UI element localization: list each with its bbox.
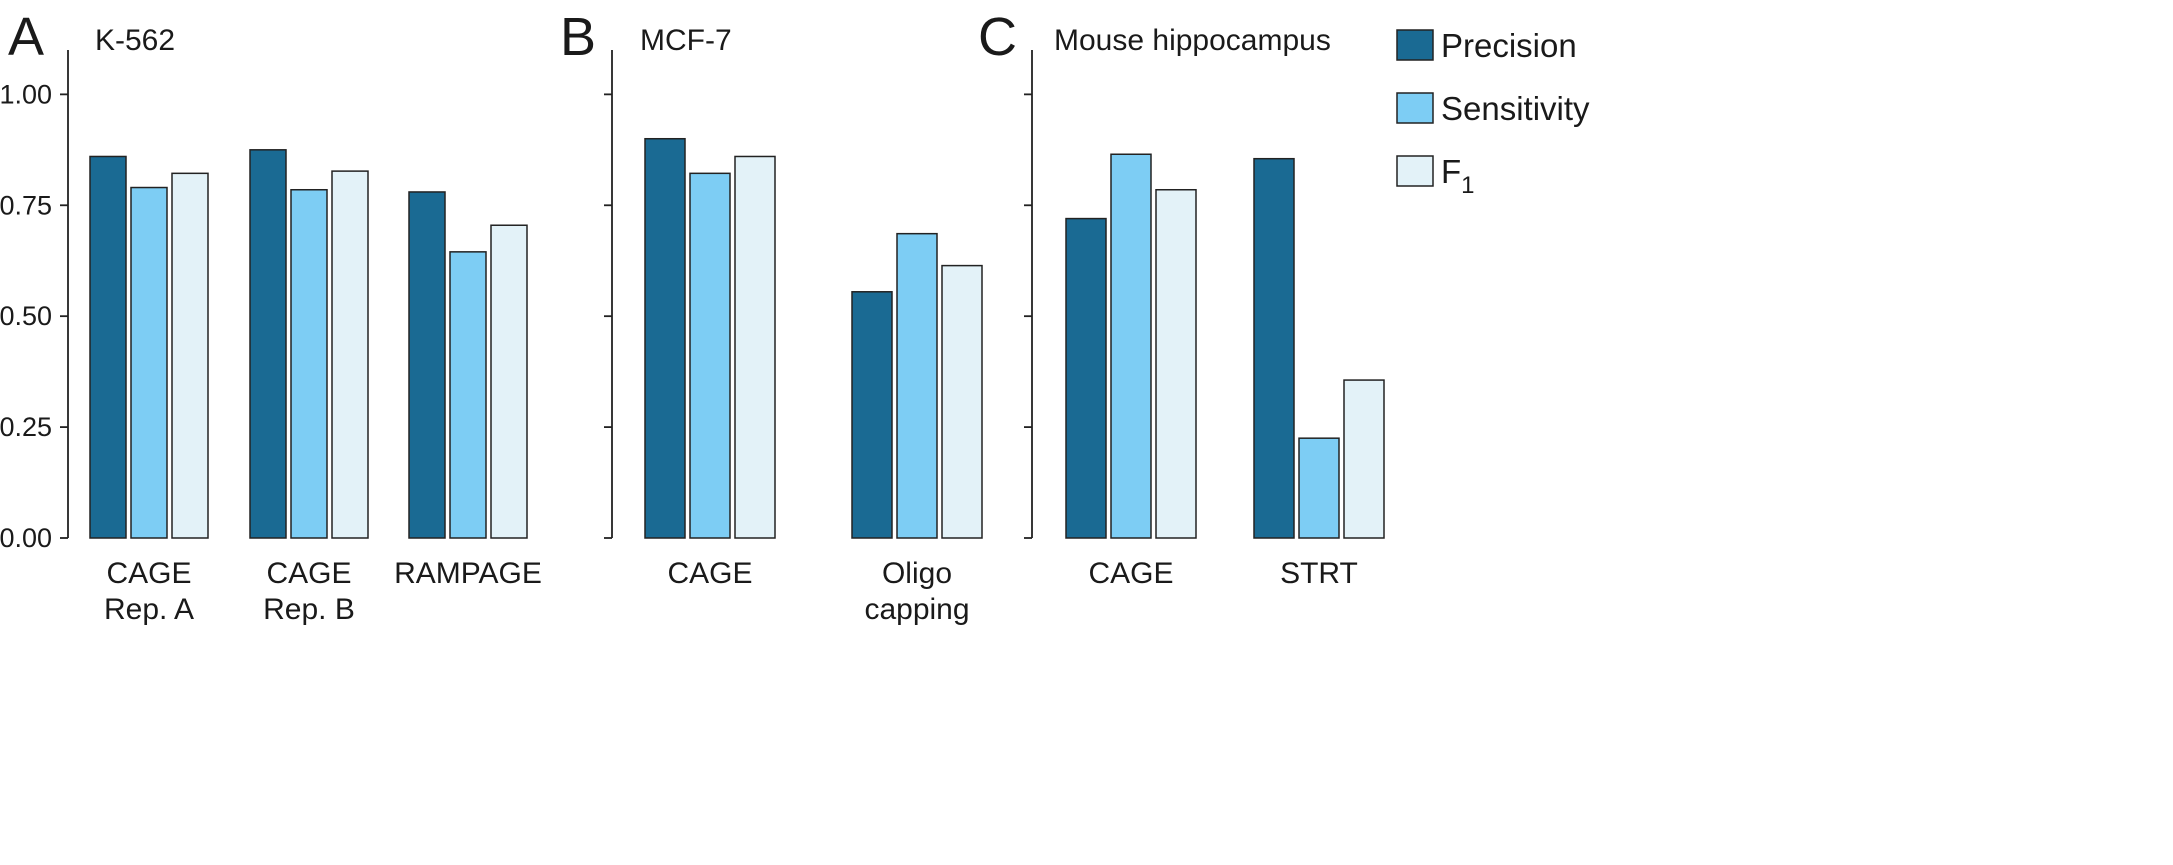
bar-f1-1 (941, 264, 983, 539)
category-label: Oligo (882, 557, 952, 590)
bar-sensitivity-1 (290, 188, 328, 539)
category-label: CAGE (1088, 557, 1173, 590)
panel-title: K-562 (95, 24, 175, 57)
panel-title: Mouse hippocampus (1054, 24, 1331, 57)
bar-sensitivity-0 (1110, 153, 1152, 539)
y-tick-label: 0.75 (0, 190, 52, 220)
bar-precision-1 (851, 291, 893, 539)
bar-precision-0 (1065, 217, 1107, 539)
bar-precision-1 (1253, 157, 1295, 539)
legend-swatch (1396, 29, 1434, 61)
category-label: capping (864, 593, 969, 626)
bar-precision-2 (408, 191, 446, 539)
bar-precision-0 (644, 137, 686, 539)
panel-title: MCF-7 (640, 24, 732, 57)
legend-label: Precision (1441, 27, 1577, 64)
bar-f1-0 (171, 172, 209, 539)
category-label: RAMPAGE (394, 557, 542, 590)
y-tick-label: 0.00 (0, 523, 52, 553)
bar-f1-0 (734, 155, 776, 539)
category-label: CAGE (106, 557, 191, 590)
bar-f1-0 (1155, 188, 1197, 539)
category-label: STRT (1280, 557, 1358, 590)
legend-label: F1 (1441, 153, 1475, 199)
legend-swatch (1396, 92, 1434, 124)
bar-f1-2 (490, 224, 528, 539)
legend-item-sensitivity: Sensitivity (1396, 90, 1590, 127)
bar-f1-1 (1343, 379, 1385, 539)
category-label: CAGE (266, 557, 351, 590)
bar-sensitivity-1 (896, 232, 938, 539)
legend-label: Sensitivity (1441, 90, 1590, 127)
bar-precision-1 (249, 149, 287, 539)
y-tick-label: 0.50 (0, 301, 52, 331)
legend-item-f1: F1 (1396, 153, 1475, 199)
bar-sensitivity-0 (130, 186, 168, 539)
panel-letter: C (978, 7, 1017, 67)
panel-letter: A (8, 7, 44, 67)
legend: Precision Sensitivity F1 (1396, 27, 1590, 199)
bar-sensitivity-0 (689, 172, 731, 539)
bar-sensitivity-2 (449, 251, 487, 539)
legend-item-precision: Precision (1396, 27, 1577, 64)
legend-subscript: 1 (1461, 172, 1474, 199)
category-label: CAGE (667, 557, 752, 590)
bar-precision-0 (89, 155, 127, 539)
panel-letter: B (560, 7, 596, 67)
bar-sensitivity-1 (1298, 437, 1340, 539)
category-label: Rep. B (263, 593, 355, 626)
legend-swatch (1396, 155, 1434, 187)
bar-f1-1 (331, 170, 369, 539)
panel-c: C Mouse hippocampus CAGE STRT (978, 7, 1385, 590)
y-tick-label: 1.00 (0, 79, 52, 109)
category-label: Rep. A (104, 593, 194, 626)
y-tick-label: 0.25 (0, 412, 52, 442)
